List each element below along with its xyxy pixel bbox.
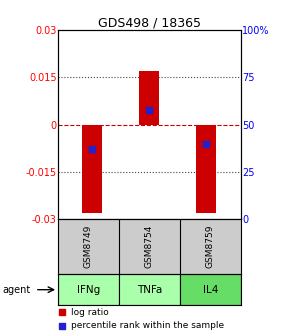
Bar bbox=[82, 125, 102, 213]
Text: TNFa: TNFa bbox=[137, 285, 162, 295]
Text: agent: agent bbox=[2, 285, 31, 295]
Title: GDS498 / 18365: GDS498 / 18365 bbox=[98, 16, 201, 29]
Text: IFNg: IFNg bbox=[77, 285, 100, 295]
Text: GSM8759: GSM8759 bbox=[206, 225, 215, 268]
Text: GSM8749: GSM8749 bbox=[84, 225, 93, 268]
Bar bbox=[196, 125, 216, 213]
Text: log ratio: log ratio bbox=[71, 307, 108, 317]
Text: GSM8754: GSM8754 bbox=[145, 225, 154, 268]
Text: IL4: IL4 bbox=[202, 285, 218, 295]
Bar bbox=[58, 274, 119, 305]
Bar bbox=[139, 71, 159, 125]
Bar bbox=[119, 274, 180, 305]
Text: percentile rank within the sample: percentile rank within the sample bbox=[71, 321, 224, 330]
Bar bbox=[180, 274, 241, 305]
